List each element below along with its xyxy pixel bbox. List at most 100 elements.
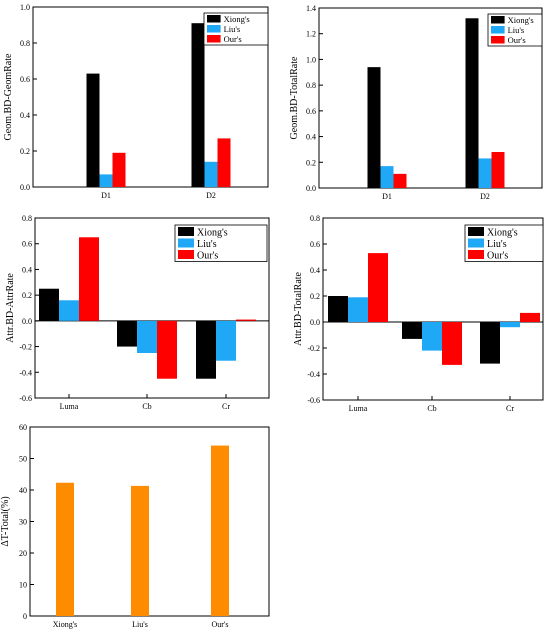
x-tick-label: Liu's (132, 620, 148, 629)
x-tick-label: Xiong's (53, 620, 78, 629)
bar (191, 23, 205, 188)
bar (236, 319, 256, 321)
x-tick-label: D2 (480, 192, 490, 201)
plot-frame (34, 217, 270, 399)
y-axis-label: Geom.BD-TotalRate (289, 56, 300, 139)
legend-label: Our's (487, 251, 508, 262)
legend-label: Liu's (508, 25, 525, 35)
plot-frame (32, 6, 269, 188)
y-tick-label: 0.0 (20, 183, 30, 192)
y-tick-label: 0.0 (310, 318, 320, 327)
y-tick-label: 0 (23, 612, 27, 621)
legend-swatch (468, 227, 484, 236)
bar (196, 320, 216, 379)
bar (79, 237, 99, 321)
bar (157, 320, 177, 379)
chart-3: -0.6 -0.4 -0.2 0.0 0.2 0.4 0.6 0.8 Attr.BD-AttrR… (5, 214, 270, 411)
y-tick-label: 40 (19, 486, 27, 495)
y-tick-label: 0.8 (310, 214, 320, 223)
x-tick-label: Cb (427, 404, 436, 413)
y-tick-label: 0.8 (306, 81, 316, 90)
y-tick-label: 50 (19, 455, 27, 464)
y-tick-label: 1.0 (306, 55, 316, 64)
y-tick-label: 0.8 (22, 214, 32, 223)
legend-swatch (491, 16, 505, 24)
legend-label: Liu's (224, 24, 241, 34)
legend-label: Our's (197, 251, 218, 262)
x-tick-label: Our's (212, 620, 229, 629)
y-tick-label: 0.6 (310, 240, 320, 249)
x-tick-label: D1 (382, 192, 392, 201)
chart-4: -0.6 -0.4 -0.2 0.0 0.2 0.4 0.6 0.8 Attr.BD-Total… (293, 214, 544, 413)
x-tick-label: Luma (60, 402, 79, 411)
bar (328, 296, 348, 322)
legend-label: Xiong's (487, 228, 518, 239)
bar (112, 152, 126, 187)
legend-swatch (468, 238, 484, 248)
bar (117, 320, 137, 347)
y-tick-label: 10 (19, 581, 27, 590)
y-tick-label: 30 (19, 518, 27, 527)
y-tick-label: 0.8 (20, 39, 30, 48)
legend-label: Our's (224, 34, 242, 44)
legend-label: Xiong's (197, 228, 228, 239)
legend-label: Xiong's (224, 14, 250, 24)
legend-swatch (491, 36, 505, 44)
legend-swatch (178, 250, 194, 259)
bar (367, 67, 381, 188)
y-tick-label: 0.2 (306, 158, 316, 167)
y-tick-label: 0.0 (22, 317, 32, 326)
legend-label: Our's (508, 35, 526, 45)
bar (131, 485, 149, 616)
bar (86, 73, 100, 187)
x-tick-label: Cr (506, 404, 514, 413)
bar (204, 161, 218, 187)
y-tick-label: 0.6 (22, 240, 32, 249)
y-tick-label: -0.4 (307, 370, 320, 379)
bar (39, 288, 59, 321)
y-tick-label: -0.6 (19, 394, 32, 403)
bar (216, 320, 236, 361)
bar (380, 166, 394, 188)
x-tick-label: Cr (222, 402, 230, 411)
bar (500, 322, 520, 328)
bar (368, 253, 388, 322)
y-tick-label: 0.4 (310, 266, 320, 275)
bar (422, 322, 442, 351)
y-axis-label: ΔT-Total(%) (0, 496, 11, 546)
y-axis-label: Attr.BD-TotalRate (293, 271, 304, 346)
y-axis-label: Attr.BD-AttrRate (5, 273, 16, 343)
y-tick-label: 0.6 (20, 75, 30, 84)
y-tick-label: 0.0 (306, 184, 316, 193)
legend-label: Liu's (487, 239, 507, 250)
bar (393, 173, 407, 188)
chart-2: 0.0 0.2 0.4 0.6 0.8 1.0 1.2 1.4 Geom.BD-TotalRat… (289, 4, 543, 201)
bar (348, 297, 368, 322)
legend-swatch (468, 250, 484, 259)
y-tick-label: -0.4 (19, 368, 32, 377)
bar (99, 174, 113, 187)
legend-label: Xiong's (508, 15, 534, 25)
y-tick-label: 0.4 (20, 111, 30, 120)
plot-frame (318, 7, 543, 189)
bar (442, 322, 462, 365)
legend-label: Liu's (197, 239, 217, 250)
y-tick-label: -0.2 (307, 344, 320, 353)
y-tick-label: 1.0 (20, 3, 30, 12)
legend-swatch (207, 25, 221, 33)
legend-swatch (178, 227, 194, 236)
x-tick-label: D1 (101, 191, 111, 200)
legend-swatch (491, 26, 505, 34)
x-tick-label: D2 (206, 191, 216, 200)
bar (480, 322, 500, 364)
bar (217, 138, 231, 187)
bar (211, 445, 229, 616)
y-tick-label: -0.6 (307, 396, 320, 405)
x-tick-label: Cb (142, 402, 151, 411)
y-tick-label: 0.2 (310, 292, 320, 301)
